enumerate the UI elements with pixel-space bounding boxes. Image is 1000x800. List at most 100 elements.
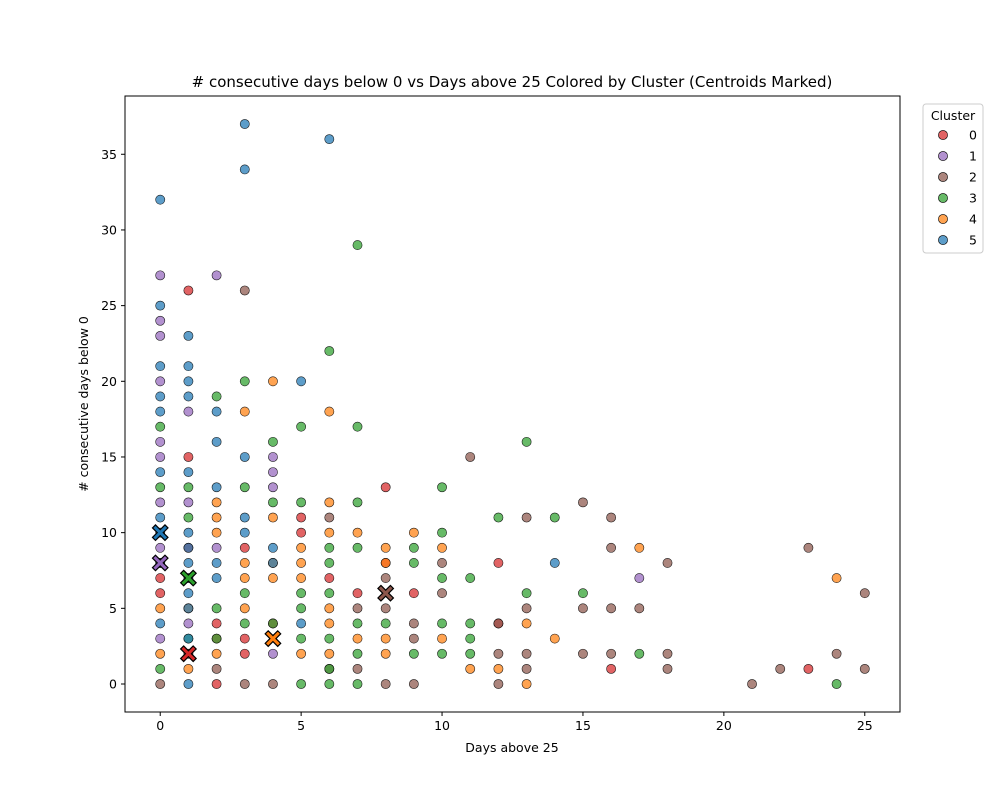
data-point-cluster-5 [183, 542, 194, 553]
x-axis-title: Days above 25 [465, 740, 558, 755]
data-point-cluster-3 [408, 542, 419, 553]
data-point-cluster-4 [324, 648, 335, 659]
legend-frame [922, 103, 984, 254]
data-point-cluster-3 [239, 482, 250, 493]
data-point-cluster-3 [155, 482, 166, 493]
data-point-cluster-0 [380, 482, 391, 493]
legend-title: Cluster [931, 108, 976, 123]
data-point-cluster-0 [155, 573, 166, 583]
data-point-cluster-2 [380, 603, 391, 614]
data-point-cluster-3 [465, 573, 476, 583]
data-point-cluster-4 [155, 603, 166, 614]
y-tick-label: 35 [101, 147, 117, 162]
data-point-cluster-2 [662, 558, 673, 568]
x-tick-label: 20 [716, 718, 732, 733]
data-point-cluster-4 [408, 527, 419, 538]
data-point-cluster-2 [859, 663, 870, 674]
data-point-cluster-1 [268, 648, 278, 659]
data-point-cluster-3 [549, 512, 560, 523]
data-point-cluster-3 [239, 376, 250, 387]
data-point-cluster-2 [521, 512, 532, 523]
x-tick-label: 0 [156, 718, 164, 733]
data-point-cluster-5 [183, 527, 194, 538]
data-point-cluster-2 [578, 648, 588, 659]
data-point-cluster-4 [268, 512, 278, 523]
data-point-cluster-2 [380, 573, 391, 583]
data-point-cluster-2 [606, 512, 617, 523]
data-point-cluster-2 [831, 648, 842, 659]
data-point-cluster-2 [239, 679, 250, 689]
data-point-cluster-3 [352, 542, 363, 553]
data-point-cluster-5 [155, 361, 166, 372]
data-point-cluster-5 [183, 467, 194, 478]
data-point-cluster-3 [296, 679, 307, 689]
data-point-cluster-2 [662, 648, 673, 659]
plot-frame [124, 95, 901, 713]
data-point-cluster-1 [183, 618, 194, 629]
data-point-cluster-2 [408, 618, 419, 629]
data-point-cluster-2 [775, 663, 786, 674]
legend-label-5: 5 [969, 233, 977, 248]
data-point-cluster-0 [155, 588, 166, 599]
y-tick-label: 15 [101, 449, 117, 464]
data-point-cluster-5 [239, 512, 250, 523]
data-point-cluster-0 [408, 588, 419, 599]
legend-marker-3 [938, 193, 948, 203]
data-point-cluster-1 [155, 542, 166, 553]
data-point-cluster-1 [155, 497, 166, 508]
centroid-marker-cluster-3 [179, 569, 198, 587]
data-point-cluster-4 [268, 376, 278, 387]
legend-marker-5 [938, 235, 948, 245]
data-point-cluster-3 [380, 618, 391, 629]
data-point-cluster-4 [211, 648, 222, 659]
data-point-cluster-4 [380, 542, 391, 553]
centroid-marker-cluster-1 [151, 554, 169, 572]
data-point-cluster-4 [324, 603, 335, 614]
data-point-cluster-1 [155, 315, 166, 326]
data-point-cluster-3 [521, 588, 532, 599]
data-point-cluster-2 [493, 679, 504, 689]
data-point-cluster-1 [183, 406, 194, 417]
data-point-cluster-3 [831, 679, 842, 689]
data-point-cluster-3 [465, 648, 476, 659]
data-point-cluster-2 [803, 542, 814, 553]
data-point-cluster-0 [239, 648, 250, 659]
legend: Cluster 0 1 2 3 4 5 [922, 103, 984, 254]
data-point-cluster-1 [155, 270, 166, 281]
data-point-cluster-5 [183, 361, 194, 372]
data-point-cluster-0 [296, 512, 307, 523]
data-point-cluster-2 [859, 588, 870, 599]
data-point-cluster-2 [380, 679, 391, 689]
data-point-cluster-5 [549, 558, 560, 568]
data-point-cluster-0 [239, 633, 250, 644]
data-point-cluster-1 [634, 573, 645, 583]
data-point-cluster-5 [296, 618, 307, 629]
data-point-cluster-3 [437, 482, 447, 493]
data-point-cluster-4 [239, 603, 250, 614]
y-tick-label: 5 [109, 601, 117, 616]
data-point-cluster-3 [296, 603, 307, 614]
data-point-cluster-4 [521, 679, 532, 689]
data-point-cluster-5 [155, 512, 166, 523]
data-point-cluster-1 [155, 330, 166, 341]
data-point-cluster-3 [324, 558, 335, 568]
data-point-cluster-3 [183, 512, 194, 523]
x-tick-label: 25 [857, 718, 873, 733]
centroids-layer [151, 524, 395, 663]
data-point-cluster-3 [352, 648, 363, 659]
data-point-cluster-3 [268, 436, 278, 447]
data-point-cluster-5 [183, 603, 194, 614]
data-point-cluster-5 [155, 467, 166, 478]
data-point-cluster-3 [183, 482, 194, 493]
chart-title: # consecutive days below 0 vs Days above… [192, 73, 833, 91]
legend-label-0: 0 [969, 128, 977, 143]
data-point-cluster-5 [268, 558, 278, 568]
data-point-cluster-4 [521, 618, 532, 629]
data-point-cluster-3 [493, 512, 504, 523]
data-point-cluster-4 [296, 573, 307, 583]
data-point-cluster-0 [324, 573, 335, 583]
centroid-marker-cluster-0 [179, 645, 198, 663]
data-point-cluster-4 [155, 648, 166, 659]
data-point-cluster-5 [183, 558, 194, 568]
